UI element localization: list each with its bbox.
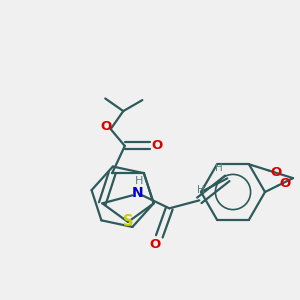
Text: O: O <box>270 166 281 179</box>
Text: O: O <box>151 140 162 152</box>
Text: O: O <box>100 120 111 133</box>
Text: O: O <box>279 177 290 190</box>
Text: N: N <box>131 186 143 200</box>
Text: S: S <box>123 214 133 230</box>
Text: O: O <box>150 238 161 251</box>
Text: H: H <box>135 176 143 186</box>
Text: H: H <box>197 185 205 195</box>
Text: H: H <box>215 163 223 173</box>
